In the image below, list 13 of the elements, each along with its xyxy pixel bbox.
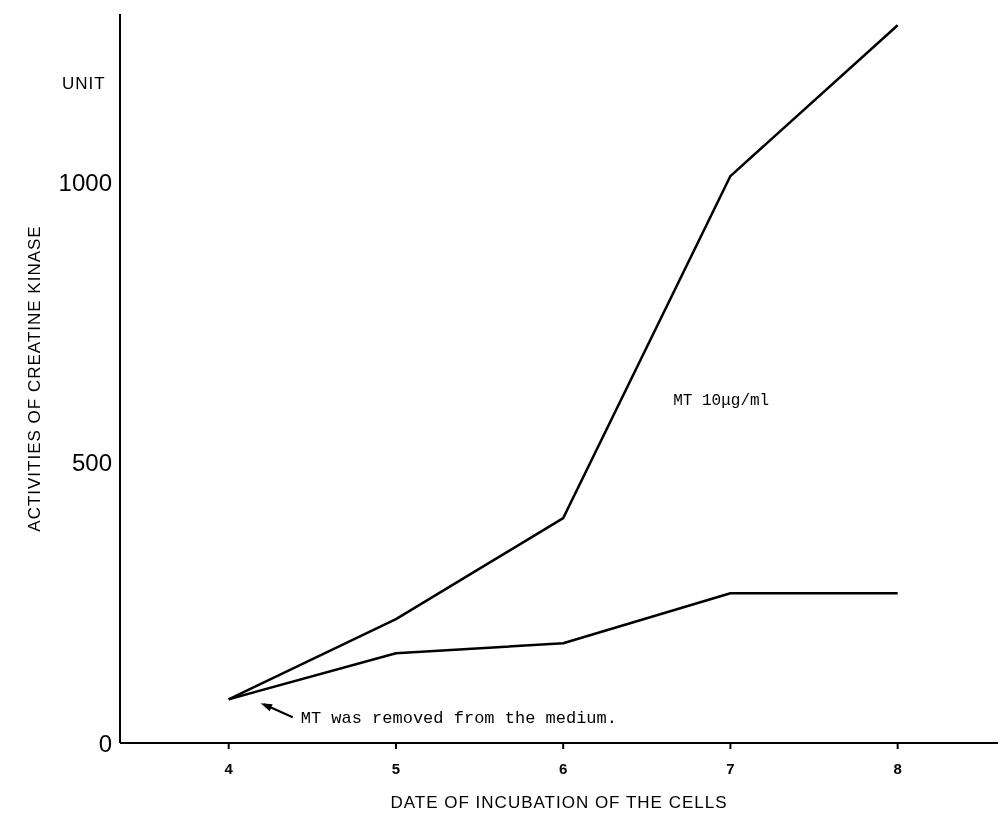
x-tick-label: 7	[726, 759, 735, 777]
y-tick-label: 0	[98, 729, 112, 757]
y-axis-title: ACTIVITIES OF CREATINE KINASE	[25, 225, 45, 532]
y-tick-label: 500	[71, 449, 112, 477]
y-tick-label: 1000	[58, 168, 112, 196]
x-tick-label: 6	[559, 759, 568, 777]
x-axis-title: DATE OF INCUBATION OF THE CELLS	[390, 793, 728, 812]
x-tick-label: 8	[893, 759, 902, 777]
x-tick-label: 4	[224, 759, 234, 777]
text: MT 10μg/ml	[673, 392, 770, 411]
annotation: MT was removed from the medium.	[300, 709, 617, 729]
text: UNIT	[62, 74, 106, 94]
x-tick-label: 5	[391, 759, 401, 777]
